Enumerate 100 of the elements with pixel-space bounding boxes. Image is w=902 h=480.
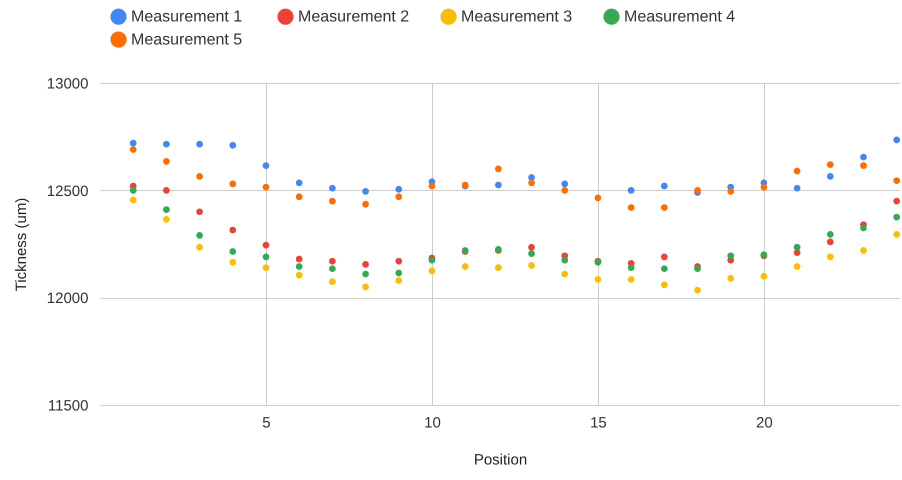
point [826,173,834,180]
point [561,180,568,188]
point [628,204,634,211]
point [561,270,568,278]
point [794,168,800,174]
point [196,173,203,180]
point [329,258,336,265]
point [196,208,203,216]
point [296,256,303,262]
point [395,258,402,265]
point [727,275,734,282]
point [826,254,834,260]
point [130,196,137,204]
point [860,154,867,160]
point [561,256,568,264]
point [660,265,668,272]
point [494,166,502,172]
point [362,261,369,268]
point [130,146,137,153]
point [494,182,502,188]
point [561,186,568,194]
point [362,200,369,208]
point [229,142,236,149]
point [760,184,768,190]
point [229,226,236,234]
point [860,247,867,254]
point [229,248,236,255]
point [329,184,336,192]
point [628,186,634,194]
point [494,264,502,271]
x-tick-label: 20 [756,414,773,432]
point [262,184,270,190]
x-tick-label: 5 [262,414,271,432]
point [163,186,170,194]
point [296,193,303,200]
point [362,284,369,290]
point [196,140,203,148]
point [893,198,900,204]
point [893,230,900,238]
point [826,238,834,246]
legend-label: Measurement 5 [131,32,242,48]
point [262,264,270,271]
point [329,265,336,272]
point [528,179,535,186]
point [893,177,900,184]
point [163,158,170,165]
point [660,281,668,288]
point [428,182,436,190]
y-tick-label: 12000 [46,290,88,308]
point [262,162,270,169]
point [660,182,668,190]
point [262,242,270,248]
x-axis-title: Position [474,452,528,468]
point [329,198,336,204]
point [893,136,900,144]
point [130,186,137,194]
point [229,258,236,266]
point [163,206,170,213]
point [694,286,701,294]
point [395,193,402,200]
point [660,204,668,211]
point [794,184,800,192]
point [296,272,303,278]
point [196,244,203,251]
y-tick-label: 13000 [46,76,88,92]
x-tick-label: 15 [590,414,607,432]
point [395,186,402,193]
point [794,263,800,270]
point [262,254,270,260]
legend-label: Measurement 2 [298,8,410,26]
point [826,161,834,168]
point [528,250,535,258]
point [296,179,303,186]
point [329,278,336,285]
point [893,214,900,221]
point [362,270,369,278]
point [196,232,203,239]
legend-label: Measurement 1 [131,8,242,26]
point [296,263,303,270]
x-tick-label: 10 [424,414,441,432]
point [528,262,535,269]
y-tick-label: 11500 [48,398,88,414]
point [528,244,535,251]
point [229,180,236,188]
point [694,186,701,194]
point [163,140,170,148]
point [594,194,602,202]
point [860,224,867,232]
point [860,162,867,169]
point [826,230,834,238]
point [428,267,436,274]
point [130,140,137,146]
legend-label: Measurement 3 [461,8,572,26]
legend-label: Measurement 4 [624,8,736,26]
point [362,188,369,195]
point [794,244,800,251]
point [628,276,634,283]
point [628,264,634,271]
y-axis-title: Tickness (um) [12,198,30,292]
point [760,272,768,280]
